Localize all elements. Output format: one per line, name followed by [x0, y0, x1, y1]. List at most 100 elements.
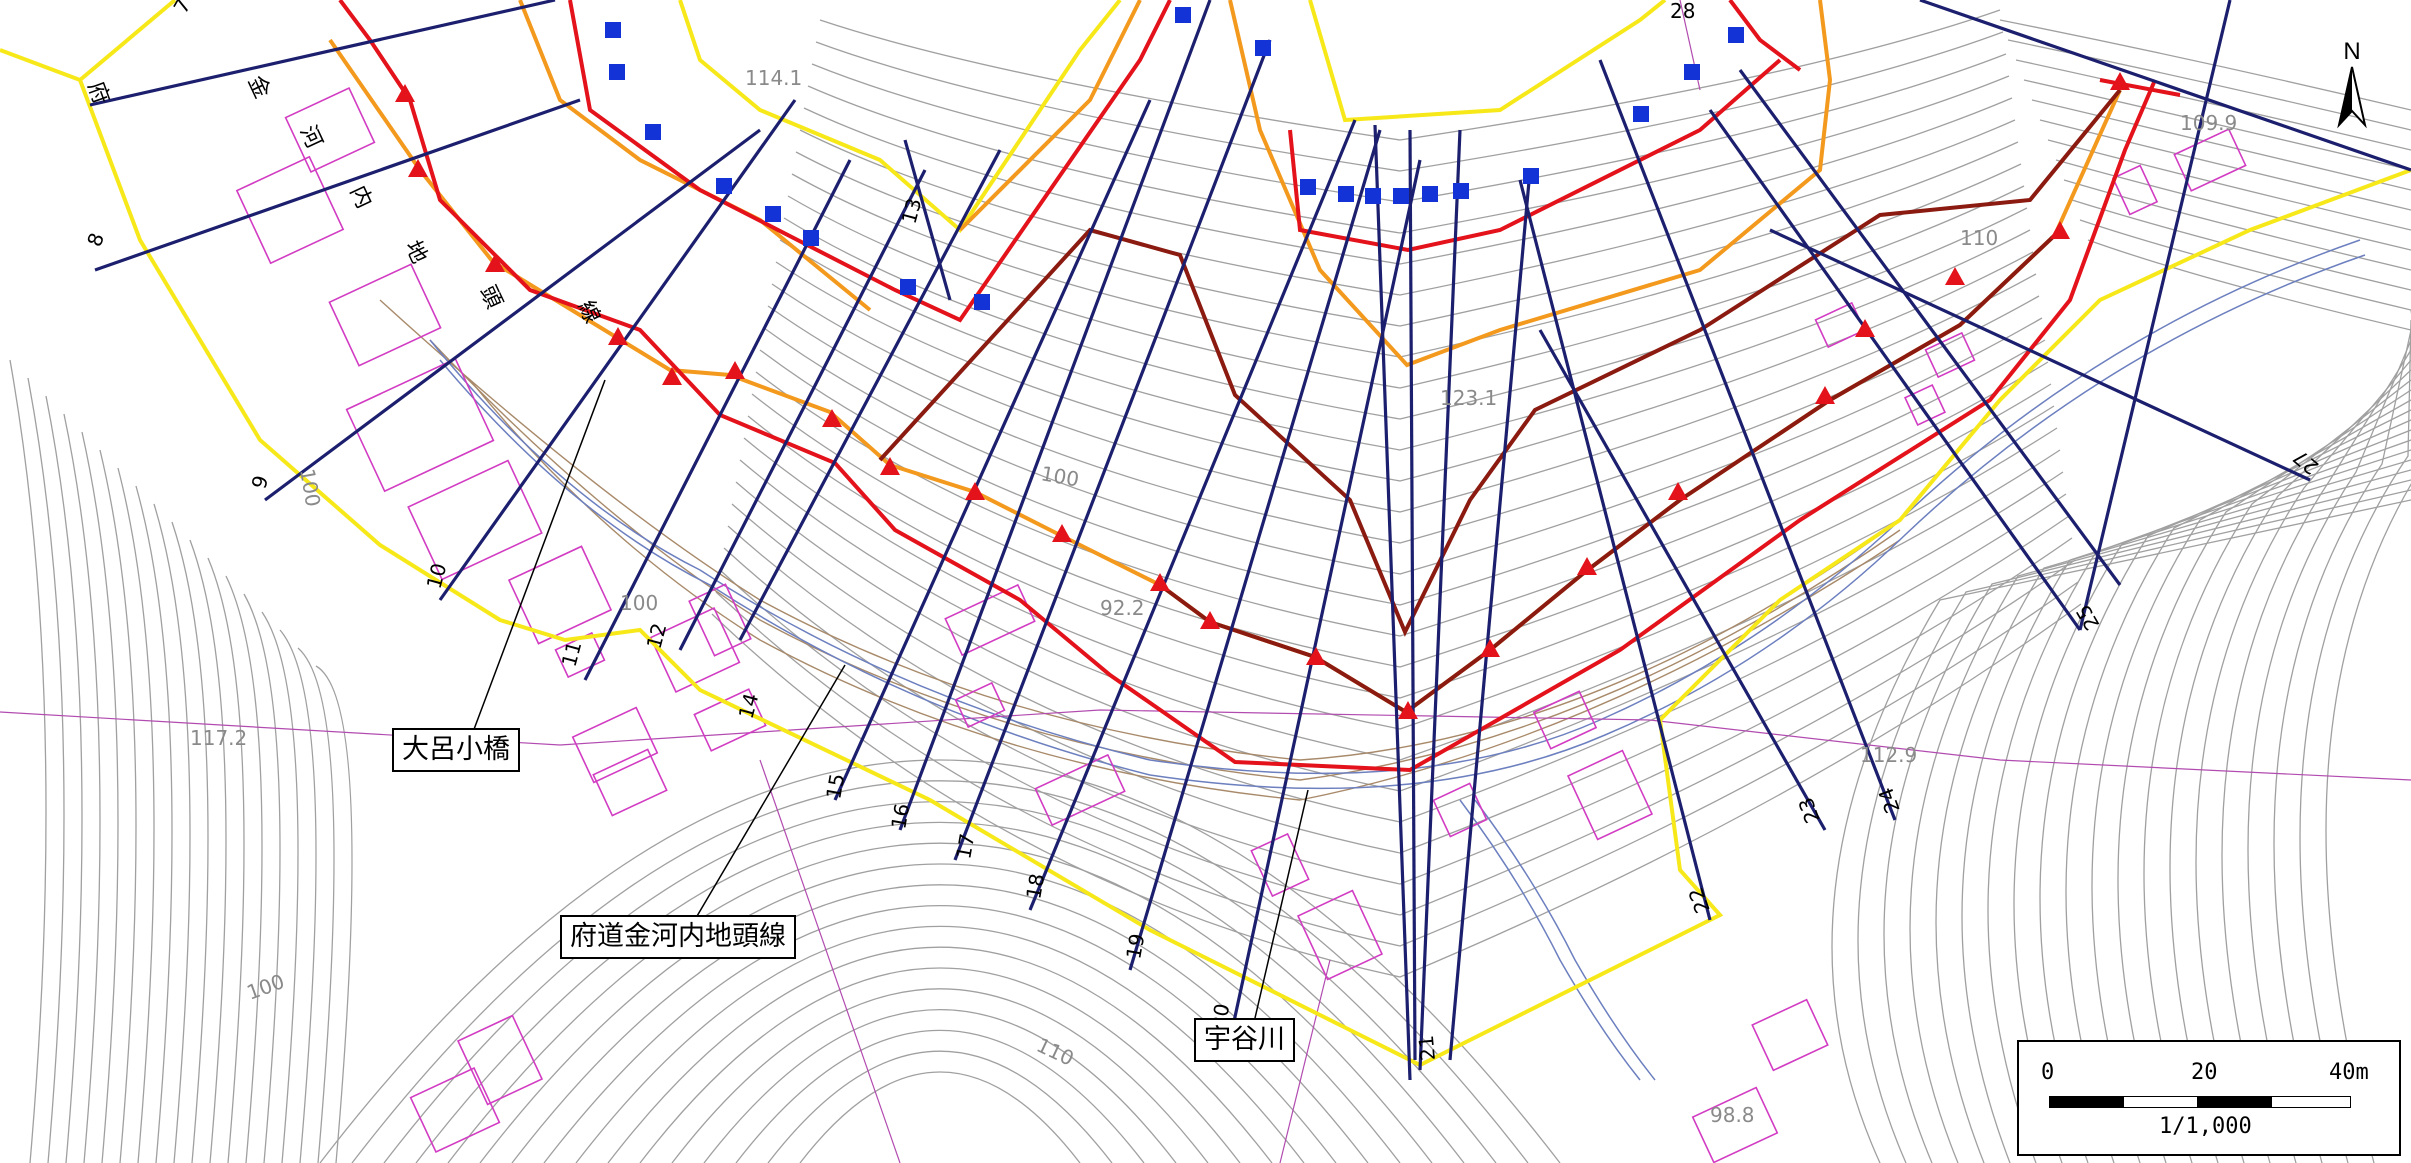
contour-line: [639, 967, 1241, 1163]
section-line: [1408, 129, 1417, 1061]
contour-lines: [9, 9, 2411, 1163]
elevation-label: 117.2: [190, 726, 247, 750]
contour-line: [607, 946, 1273, 1163]
elevation-label: 98.8: [1710, 1103, 1755, 1127]
contour-line: [2079, 219, 2411, 311]
section-line: [678, 169, 927, 651]
section-line: [1518, 179, 1712, 921]
observation-square-marker: [645, 124, 661, 140]
callout-utani-river: 宇谷川: [1194, 1018, 1295, 1062]
elevation-label: 123.1: [1440, 386, 1497, 410]
section-line: [94, 98, 581, 272]
building-outline: [571, 706, 659, 784]
contour-line: [1857, 489, 2411, 1163]
contour-line: [2039, 119, 2411, 211]
north-arrow-icon: N: [2337, 38, 2367, 129]
building-outline: [592, 748, 668, 817]
contour-line: [99, 449, 137, 1163]
contour-line: [743, 427, 2058, 730]
hazard-triangle-marker: [608, 327, 628, 345]
section-line: [1769, 228, 2311, 482]
contour-line: [715, 581, 2079, 947]
building-outline: [1691, 1086, 1779, 1163]
hazard-triangle-marker: [1150, 573, 1170, 591]
section-number-label: 16: [886, 802, 914, 831]
building-outline: [507, 545, 613, 645]
contour-line: [479, 863, 1401, 1163]
section-line: [1448, 169, 1532, 1061]
building-outline: [1751, 998, 1829, 1072]
section-line: [1418, 129, 1462, 1071]
building-outline: [284, 86, 376, 174]
elevation-label: 114.1: [745, 66, 802, 90]
callout-ooro-bridge: 大呂小橋: [392, 728, 520, 772]
building-outline: [1432, 782, 1488, 838]
observation-square-marker: [1728, 27, 1744, 43]
section-number-label: 9: [247, 473, 273, 492]
contour-line: [315, 665, 353, 1163]
contour-line: [787, 185, 2025, 389]
contour-line: [783, 207, 2028, 420]
observation-square-marker: [974, 294, 990, 310]
building-outline: [554, 631, 606, 679]
contour-line: [807, 75, 2010, 234]
contour-line: [819, 9, 2001, 141]
scale-segment-4: [2271, 1096, 2351, 1108]
contour-line: [1961, 449, 2411, 1163]
section-number-label: 19: [1121, 932, 1149, 961]
contour-line: [81, 431, 119, 1163]
elevation-label: 110: [1960, 226, 1998, 250]
section-line: [1919, 0, 2411, 172]
scale-segment-3: [2197, 1096, 2273, 1108]
hazard-triangle-marker: [965, 482, 985, 500]
observation-square-marker: [765, 206, 781, 222]
index-contour: [469, 379, 1901, 801]
contour-line: [2047, 139, 2411, 231]
contour-line: [803, 97, 2013, 265]
contour-line: [261, 611, 299, 1163]
building-outline: [407, 459, 543, 581]
contour-line: [771, 273, 2037, 513]
contour-line: [2007, 39, 2411, 131]
hazard-triangle-marker: [1306, 647, 1326, 665]
building-outline: [1532, 690, 1598, 750]
building-outline: [456, 1014, 544, 1106]
contour-line: [135, 485, 173, 1163]
building-outline: [2111, 164, 2159, 216]
observation-square-marker: [1684, 64, 1700, 80]
contour-line: [799, 119, 2016, 296]
scale-ratio: 1/1,000: [2159, 1114, 2252, 1139]
contour-line: [45, 395, 83, 1163]
building-outline: [1296, 889, 1384, 981]
hazard-triangle-marker: [1668, 482, 1688, 500]
section-line: [1738, 69, 2122, 586]
contour-line: [279, 629, 317, 1163]
section-line: [1128, 129, 1382, 971]
contour-line: [799, 1071, 1081, 1163]
section-line: [898, 0, 1212, 831]
contour-line: [767, 1050, 1113, 1163]
building-outline: [954, 681, 1006, 729]
index-contour: [379, 299, 1901, 761]
scale-tick-40: 40m: [2329, 1060, 2369, 1085]
contour-line: [735, 1029, 1145, 1163]
building-outline: [649, 606, 741, 694]
contour-line: [27, 377, 65, 1163]
observation-square-marker: [605, 22, 621, 38]
hazard-triangle-marker: [1815, 386, 1835, 404]
hazard-triangle-marker: [1052, 524, 1072, 542]
section-line: [438, 99, 797, 601]
contour-line: [1831, 499, 2411, 1163]
elevation-label: 109.9: [2180, 111, 2237, 135]
index-contour: [429, 339, 1901, 781]
hazard-triangle-marker: [1577, 557, 1597, 575]
building-outline: [328, 263, 442, 367]
scale-tick-20: 20: [2191, 1060, 2218, 1085]
contour-line: [2055, 159, 2411, 251]
contour-line: [723, 537, 2073, 885]
elevation-label: 92.2: [1100, 596, 1145, 620]
section-line: [2078, 0, 2232, 631]
observation-square-marker: [1300, 179, 1316, 195]
building-outline: [235, 155, 345, 265]
